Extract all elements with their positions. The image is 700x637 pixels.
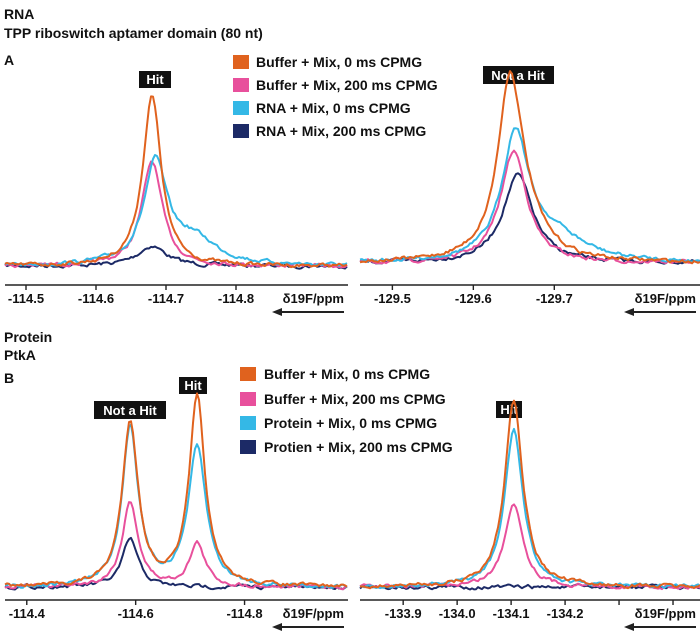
series-line-cyan	[359, 127, 700, 264]
series-line-pink	[359, 503, 700, 591]
x-tick-label: -114.5	[8, 291, 44, 306]
x-tick-label: -133.9	[385, 606, 422, 621]
not-a-hit-badge-label: Not a Hit	[491, 68, 545, 83]
panel-a-legend: Buffer + Mix, 0 ms CPMG Buffer + Mix, 20…	[233, 54, 438, 139]
series-line-orange	[359, 70, 700, 265]
x-tick-label: -114.6	[118, 606, 154, 621]
panel-b-subtitle: PtkA	[4, 347, 36, 363]
not-a-hit-badge	[94, 401, 166, 419]
x-tick-label: -114.8	[226, 606, 262, 621]
not-a-hit-badge-label: Not a Hit	[103, 403, 157, 418]
x-axis-label: δ19F/ppm	[283, 291, 344, 306]
panel-b-letter: B	[4, 370, 14, 386]
legend-label: Buffer + Mix, 200 ms CPMG	[256, 77, 438, 93]
x-tick-label: -134.0	[439, 606, 476, 621]
spectrum-plot-4: -133.9 -134.0 -134.1 -134.2	[359, 399, 700, 631]
hit-badge	[179, 377, 207, 394]
legend-label: Buffer + Mix, 200 ms CPMG	[264, 391, 446, 407]
series-line-pink	[359, 149, 700, 265]
hit-badge-label: Hit	[500, 402, 518, 417]
legend-swatch-navy	[233, 124, 249, 138]
spectrum-plot-1: -114.5 -114.6 -114.7 -114.8	[4, 95, 348, 316]
arrow-head-icon	[624, 623, 634, 631]
legend-swatch-pink	[233, 78, 249, 92]
series-line-navy	[359, 583, 700, 591]
x-axis-label: δ19F/ppm	[283, 606, 344, 621]
series-line-pink	[4, 501, 348, 591]
x-tick-label: -134.2	[547, 606, 584, 621]
spectrum-plot-3: -114.4 -114.6 -114.8	[4, 392, 348, 631]
legend-label: RNA + Mix, 200 ms CPMG	[256, 123, 426, 139]
legend-label: RNA + Mix, 0 ms CPMG	[256, 100, 411, 116]
arrow-head-icon	[272, 623, 282, 631]
x-tick-label: -129.6	[455, 291, 492, 306]
x-tick-label: -129.5	[374, 291, 411, 306]
series-line-navy	[359, 172, 700, 265]
series-line-orange	[4, 95, 348, 269]
arrow-head-icon	[272, 308, 282, 316]
hit-badge-label: Hit	[146, 72, 164, 87]
legend-label: Protien + Mix, 200 ms CPMG	[264, 439, 453, 455]
panel-a-title: RNA	[4, 6, 34, 22]
x-tick-label: -114.4	[9, 606, 46, 621]
series-line-orange	[359, 399, 700, 590]
x-tick-label: -134.1	[493, 606, 530, 621]
legend-swatch-cyan	[240, 416, 256, 430]
legend-swatch-cyan	[233, 101, 249, 115]
legend-swatch-pink	[240, 392, 256, 406]
panel-a-letter: A	[4, 52, 14, 68]
x-axis-label: δ19F/ppm	[635, 606, 696, 621]
x-axis-label: δ19F/ppm	[635, 291, 696, 306]
legend-label: Buffer + Mix, 0 ms CPMG	[256, 54, 422, 70]
x-tick-label: -129.7	[536, 291, 573, 306]
legend-swatch-navy	[240, 440, 256, 454]
legend-label: Protein + Mix, 0 ms CPMG	[264, 415, 437, 431]
legend-swatch-orange	[233, 55, 249, 69]
panel-b-legend: Buffer + Mix, 0 ms CPMG Buffer + Mix, 20…	[240, 366, 453, 455]
series-line-orange	[4, 392, 348, 588]
hit-badge-label: Hit	[184, 378, 202, 393]
legend-swatch-orange	[240, 367, 256, 381]
x-tick-label: -114.6	[78, 291, 114, 306]
arrow-head-icon	[624, 308, 634, 316]
spectra: -114.5 -114.6 -114.7 -114.8 -129.5 -129.6 -129…	[4, 70, 700, 631]
spectrum-plot-2: -129.5 -129.6 -129.7	[359, 70, 700, 316]
panel-b-title: Protein	[4, 329, 52, 345]
x-tick-label: -114.7	[148, 291, 184, 306]
panel-a-subtitle: TPP riboswitch aptamer domain (80 nt)	[4, 25, 263, 41]
legend-label: Buffer + Mix, 0 ms CPMG	[264, 366, 430, 382]
hit-badge	[139, 71, 171, 88]
x-tick-label: -114.8	[218, 291, 254, 306]
not-a-hit-badge	[483, 66, 554, 84]
series-line-cyan	[4, 154, 348, 267]
